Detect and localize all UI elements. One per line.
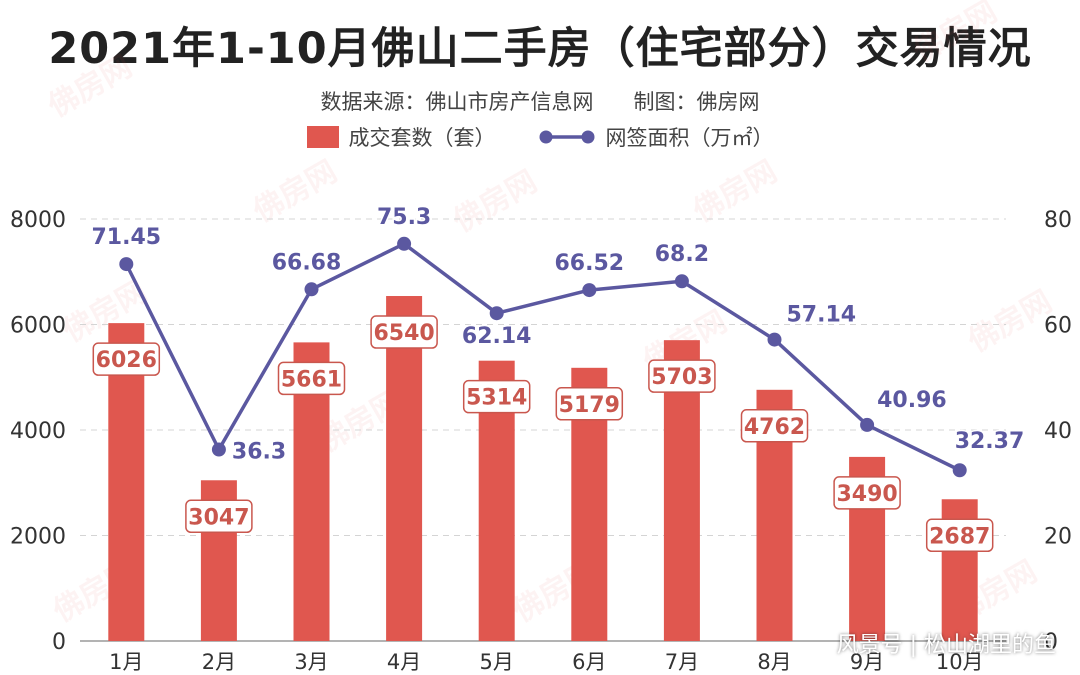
bar-value-label: 4762 (744, 415, 805, 440)
line-point (489, 306, 504, 321)
x-tick-label: 9月 (850, 650, 884, 674)
watermark: 风景号 | 松山湖里的鱼 (836, 633, 1056, 658)
bar-value-label: 5661 (281, 367, 342, 392)
line-value-label: 71.45 (92, 225, 162, 250)
legend-line-swatch (539, 130, 594, 144)
bar-value-label: 6026 (96, 348, 157, 373)
bar-value-label: 2687 (929, 524, 990, 549)
bar-value-label: 5703 (651, 365, 712, 390)
bar-value-label-box (92, 342, 161, 376)
line-point (119, 257, 134, 272)
line-point (860, 417, 875, 432)
legend-bar-swatch (306, 126, 339, 148)
y-left-tick-label: 2000 (10, 525, 66, 550)
chart-legend: 成交套数（套） 网签面积（万㎡） (0, 122, 1080, 152)
line-value-label: 62.14 (462, 324, 532, 349)
line-value-label: 66.68 (272, 250, 342, 275)
chart-title: 2021年1-10月佛山二手房（住宅部分）交易情况 (48, 24, 1032, 74)
line-point (767, 332, 782, 347)
bar-value-label-box (833, 476, 901, 510)
x-tick-label: 2月 (202, 650, 236, 674)
line-value-label: 66.52 (555, 251, 625, 276)
y-left-tick-label: 0 (52, 630, 66, 655)
line-value-label: 36.3 (232, 440, 286, 465)
line-value-label: 57.14 (787, 303, 857, 328)
x-tick-label: 1月 (109, 650, 143, 674)
bar (386, 296, 423, 641)
bar-value-label-box (462, 379, 531, 414)
chart-subtitle: 数据来源：佛山市房产信息网 制图：佛房网 (0, 86, 1080, 116)
y-right-tick-label: 20 (1044, 525, 1072, 550)
brand-watermark: 佛房网 (42, 49, 138, 125)
bar-value-label: 5179 (559, 393, 620, 418)
bar-value-label-box (370, 315, 438, 349)
brand-watermark: 佛房网 (907, 0, 1003, 70)
legend-item-bar: 成交套数（套） (306, 122, 496, 152)
bar-value-label: 3047 (188, 505, 249, 530)
bar-value-label-box (277, 361, 346, 396)
x-tick-label: 5月 (480, 650, 514, 674)
source-note: 数据来源：佛山市房产信息网 (320, 90, 594, 114)
y-left-tick-label: 8000 (10, 208, 66, 233)
y-left-tick-label: 6000 (10, 314, 66, 339)
brand-watermark: 佛房网 (447, 164, 543, 240)
line-value-label: 75.3 (377, 205, 431, 230)
line-point (582, 283, 597, 298)
line-point (304, 282, 319, 297)
bar (108, 323, 145, 641)
legend-bar-label: 成交套数（套） (348, 126, 496, 150)
line-point (674, 274, 689, 289)
y-right-tick-label: 40 (1044, 419, 1072, 444)
x-tick-label: 3月 (294, 650, 328, 674)
credit-note: 制图：佛房网 (633, 90, 760, 114)
line-value-label: 68.2 (655, 242, 709, 267)
bar-value-label: 6540 (373, 321, 434, 346)
line-value-label: 32.37 (955, 429, 1025, 454)
line-series (124, 242, 961, 472)
bar-value-label-box (648, 359, 716, 393)
x-tick-label: 6月 (572, 650, 606, 674)
bar-value-label-box (925, 518, 994, 553)
y-right-tick-label: 60 (1044, 314, 1072, 339)
line-point (211, 442, 226, 457)
bar-value-label-box (185, 499, 253, 534)
x-tick-label: 10月 (936, 650, 984, 674)
legend-item-line: 网签面积（万㎡） (538, 122, 774, 152)
y-left-tick-label: 4000 (10, 419, 66, 444)
y-right-tick-label: 80 (1044, 208, 1072, 233)
line-value-label: 40.96 (877, 388, 947, 413)
bar-value-label: 5314 (466, 386, 527, 411)
bar-value-label-box (555, 387, 624, 421)
bar-value-label: 3490 (836, 482, 897, 507)
line-point (952, 463, 967, 478)
y-right-tick-label: 0 (1044, 630, 1058, 655)
bar-value-label-box (740, 409, 809, 443)
x-tick-label: 4月 (387, 650, 421, 674)
line-point (397, 236, 412, 251)
x-tick-label: 7月 (665, 650, 699, 674)
x-tick-label: 8月 (757, 650, 791, 674)
legend-line-label: 网签面积（万㎡） (605, 126, 774, 150)
